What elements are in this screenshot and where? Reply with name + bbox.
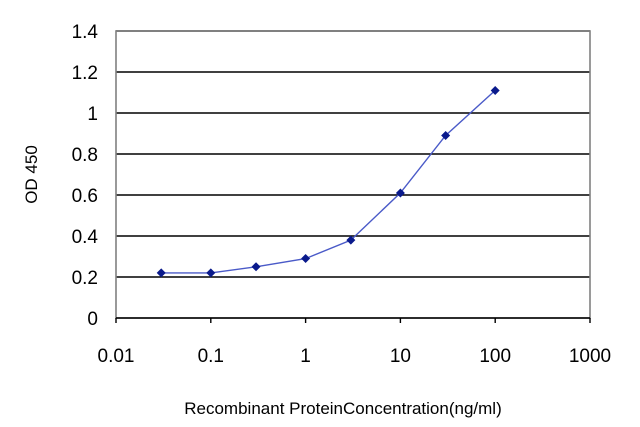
y-tick-labels: 0 0.2 0.4 0.6 0.8 1 1.2 1.4 — [72, 22, 99, 330]
y-tick-label-5: 1 — [87, 104, 98, 125]
series-0-line — [161, 89, 496, 274]
x-tick-label-3: 10 — [390, 346, 411, 367]
data-markers — [156, 85, 500, 278]
y-axis-title: OD 450 — [22, 145, 41, 204]
data-point-4 — [346, 235, 356, 245]
x-tick-labels: 0.01 0.1 1 10 100 1000 — [98, 346, 612, 367]
data-point-0 — [156, 268, 166, 278]
plot-frame — [115, 30, 591, 323]
x-tick-label-4: 100 — [479, 346, 511, 367]
data-point-6 — [441, 131, 451, 141]
data-point-2 — [251, 262, 261, 272]
y-tick-label-1: 0.2 — [72, 268, 98, 289]
y-tick-label-0: 0 — [87, 309, 98, 330]
x-tick-label-5: 1000 — [569, 346, 611, 367]
y-tick-label-6: 1.2 — [72, 63, 98, 84]
x-tick-label-2: 1 — [300, 346, 311, 367]
data-point-3 — [301, 254, 311, 264]
y-tick-label-7: 1.4 — [72, 22, 99, 43]
x-axis-title: Recombinant ProteinConcentration(ng/ml) — [184, 399, 502, 418]
x-tick-label-1: 0.1 — [198, 346, 224, 367]
data-point-5 — [395, 188, 405, 198]
data-point-7 — [490, 85, 500, 95]
plot-border — [115, 30, 591, 319]
y-tick-label-3: 0.6 — [72, 186, 98, 207]
y-tick-label-2: 0.4 — [72, 227, 99, 248]
y-tick-label-4: 0.8 — [72, 145, 98, 166]
data-point-1 — [206, 268, 216, 278]
series-line — [161, 89, 496, 274]
x-tick-label-0: 0.01 — [98, 346, 135, 367]
